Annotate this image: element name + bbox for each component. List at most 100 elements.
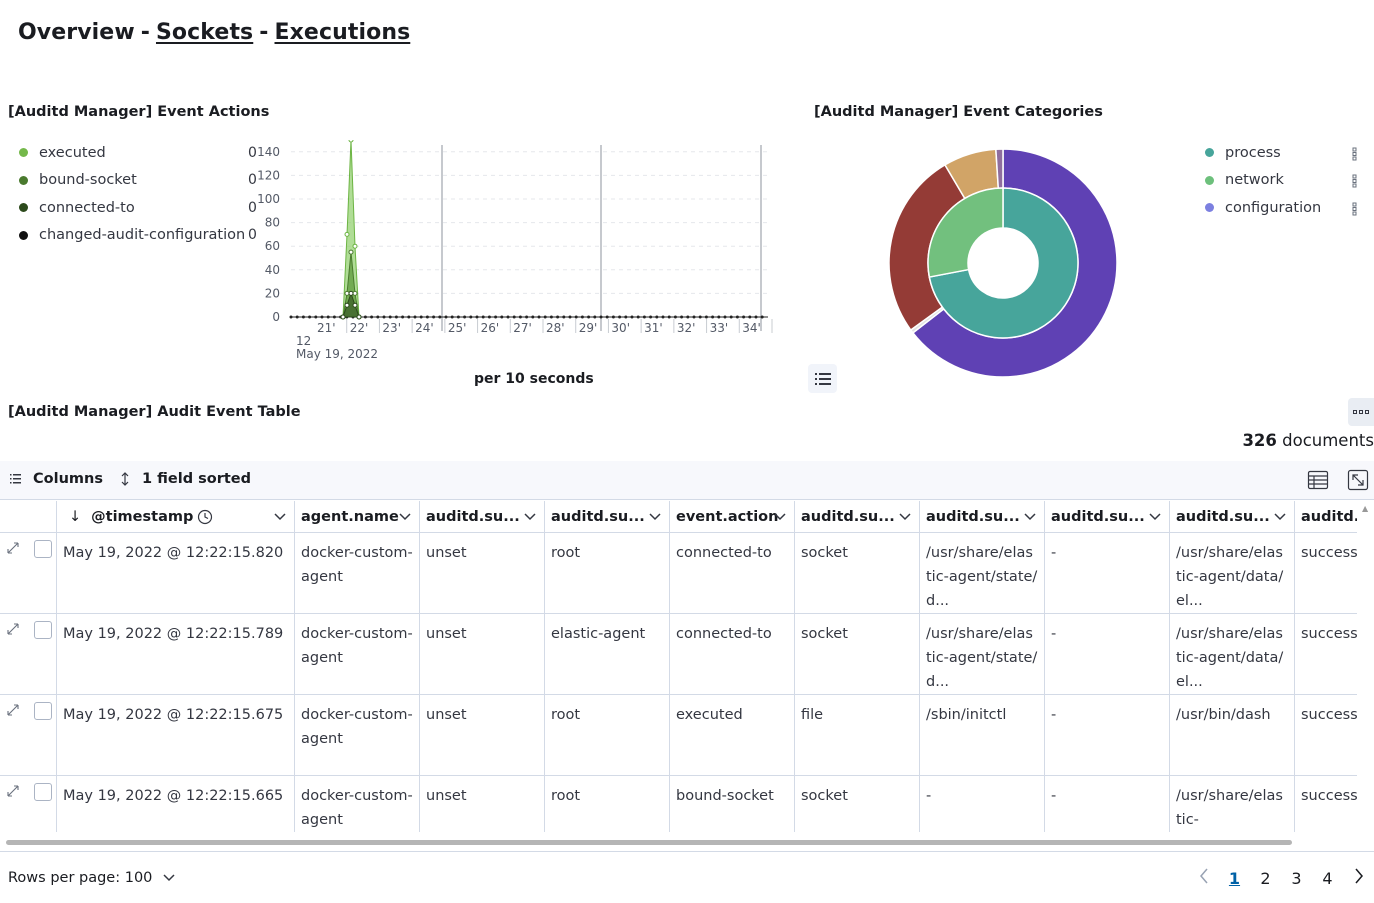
table-cell[interactable]: root bbox=[545, 533, 670, 613]
sort-button[interactable]: 1 field sorted bbox=[120, 471, 251, 487]
table-cell[interactable]: - bbox=[920, 776, 1045, 832]
columns-button[interactable]: Columns bbox=[10, 471, 103, 487]
table-cell[interactable]: - bbox=[1045, 533, 1170, 613]
table-cell[interactable]: May 19, 2022 @ 12:22:15.820 bbox=[57, 533, 295, 613]
table-cell[interactable]: /usr/share/elastic-agent/state/d... bbox=[920, 533, 1045, 613]
table-row[interactable]: May 19, 2022 @ 12:22:15.675 docker-custom… bbox=[0, 695, 1357, 776]
table-cell[interactable]: - bbox=[1045, 614, 1170, 694]
table-cell[interactable]: - bbox=[1045, 695, 1170, 775]
page-4-button[interactable]: 4 bbox=[1322, 868, 1333, 888]
column-header[interactable]: auditd.su... bbox=[920, 501, 1045, 532]
column-header[interactable]: ↓ @timestamp bbox=[57, 501, 295, 532]
page-3-button[interactable]: 3 bbox=[1291, 868, 1302, 888]
table-cell[interactable]: success bbox=[1295, 695, 1357, 775]
chevron-down-icon[interactable] bbox=[899, 513, 911, 521]
table-cell[interactable]: docker-custom-agent bbox=[295, 533, 420, 613]
horizontal-scrollbar[interactable] bbox=[6, 840, 1292, 845]
table-cell[interactable]: May 19, 2022 @ 12:22:15.675 bbox=[57, 695, 295, 775]
data-point bbox=[344, 302, 350, 308]
table-cell[interactable]: docker-custom-agent bbox=[295, 695, 420, 775]
table-cell[interactable]: /usr/share/elastic-agent/data/el... bbox=[1170, 533, 1295, 613]
table-cell[interactable]: success bbox=[1295, 533, 1357, 613]
table-cell[interactable]: docker-custom-agent bbox=[295, 776, 420, 832]
table-cell[interactable]: connected-to bbox=[670, 614, 795, 694]
table-cell[interactable]: file bbox=[795, 695, 920, 775]
table-row[interactable]: May 19, 2022 @ 12:22:15.789 docker-custom… bbox=[0, 614, 1357, 695]
table-cell[interactable]: connected-to bbox=[670, 533, 795, 613]
chevron-down-icon[interactable] bbox=[1024, 513, 1036, 521]
expand-row-icon[interactable] bbox=[6, 622, 20, 636]
row-select-checkbox[interactable] bbox=[34, 621, 52, 639]
next-page-icon[interactable] bbox=[1343, 868, 1374, 888]
panel-options-button[interactable] bbox=[1348, 398, 1374, 426]
y-tick-label: 0 bbox=[272, 310, 280, 324]
chevron-down-icon[interactable] bbox=[1274, 513, 1286, 521]
chevron-down-icon[interactable] bbox=[524, 513, 536, 521]
chevron-down-icon[interactable] bbox=[1149, 513, 1161, 521]
column-header[interactable]: auditd.su... bbox=[1170, 501, 1295, 532]
table-cell[interactable]: socket bbox=[795, 614, 920, 694]
legend-item-executed[interactable]: executed 0 bbox=[18, 139, 268, 167]
column-header[interactable]: auditd.su... bbox=[795, 501, 920, 532]
column-header[interactable]: event.action bbox=[670, 501, 795, 532]
expand-row-icon[interactable] bbox=[6, 541, 20, 555]
table-cell[interactable]: /usr/share/elastic-agent/state/d... bbox=[920, 614, 1045, 694]
table-row[interactable]: May 19, 2022 @ 12:22:15.665 docker-custom… bbox=[0, 776, 1357, 832]
rows-per-page-button[interactable]: Rows per page: 100 bbox=[8, 870, 175, 886]
legend-item-configuration[interactable]: configuration bbox=[1204, 194, 1374, 222]
breadcrumb-sockets-link[interactable]: Sockets bbox=[155, 20, 254, 45]
legend-toggle-button[interactable] bbox=[808, 364, 837, 393]
legend-item-bound-socket[interactable]: bound-socket 0 bbox=[18, 167, 268, 195]
column-header[interactable]: auditd.su... bbox=[545, 501, 670, 532]
previous-page-icon[interactable] bbox=[1188, 868, 1219, 888]
table-cell[interactable]: May 19, 2022 @ 12:22:15.789 bbox=[57, 614, 295, 694]
table-cell[interactable]: May 19, 2022 @ 12:22:15.665 bbox=[57, 776, 295, 832]
column-header[interactable]: auditd.su... bbox=[420, 501, 545, 532]
table-cell[interactable]: success bbox=[1295, 614, 1357, 694]
breadcrumb-executions-link[interactable]: Executions bbox=[274, 20, 411, 45]
legend-item-network[interactable]: network bbox=[1204, 167, 1374, 195]
column-header[interactable]: auditd.r bbox=[1295, 501, 1357, 532]
table-cell[interactable]: success bbox=[1295, 776, 1357, 832]
row-select-checkbox[interactable] bbox=[34, 702, 52, 720]
page-2-button[interactable]: 2 bbox=[1260, 868, 1271, 888]
row-select-checkbox[interactable] bbox=[34, 540, 52, 558]
column-header[interactable]: auditd.su... bbox=[1045, 501, 1170, 532]
row-select-checkbox[interactable] bbox=[34, 783, 52, 801]
table-cell[interactable]: root bbox=[545, 695, 670, 775]
chevron-down-icon[interactable] bbox=[649, 513, 661, 521]
table-cell[interactable]: socket bbox=[795, 776, 920, 832]
legend-item-process[interactable]: process bbox=[1204, 139, 1374, 167]
chevron-down-icon[interactable] bbox=[274, 513, 286, 521]
expand-row-icon[interactable] bbox=[6, 784, 20, 798]
table-cell[interactable]: - bbox=[1045, 776, 1170, 832]
table-cell[interactable]: /sbin/initctl bbox=[920, 695, 1045, 775]
pie-slice[interactable] bbox=[927, 187, 1004, 278]
table-cell[interactable]: docker-custom-agent bbox=[295, 614, 420, 694]
chevron-down-icon[interactable] bbox=[774, 513, 786, 521]
fullscreen-icon[interactable] bbox=[1347, 469, 1369, 491]
table-cell[interactable]: unset bbox=[420, 614, 545, 694]
legend-item-menu-icon[interactable] bbox=[1351, 146, 1359, 218]
legend-item-connected-to[interactable]: connected-to 0 bbox=[18, 194, 268, 222]
column-header[interactable]: agent.name bbox=[295, 501, 420, 532]
table-cell[interactable]: /usr/share/elastic- bbox=[1170, 776, 1295, 832]
table-cell[interactable]: /usr/bin/dash bbox=[1170, 695, 1295, 775]
scroll-up-icon[interactable]: ▲ bbox=[1362, 504, 1369, 513]
table-cell[interactable]: /usr/share/elastic-agent/data/el... bbox=[1170, 614, 1295, 694]
table-cell[interactable]: root bbox=[545, 776, 670, 832]
display-density-icon[interactable] bbox=[1307, 469, 1329, 491]
chevron-down-icon[interactable] bbox=[399, 513, 411, 521]
pie-slice[interactable] bbox=[928, 187, 1079, 339]
table-cell[interactable]: unset bbox=[420, 695, 545, 775]
page-1-button[interactable]: 1 bbox=[1228, 868, 1241, 888]
table-cell[interactable]: elastic-agent bbox=[545, 614, 670, 694]
table-cell[interactable]: unset bbox=[420, 533, 545, 613]
table-cell[interactable]: executed bbox=[670, 695, 795, 775]
table-row[interactable]: May 19, 2022 @ 12:22:15.820 docker-custom… bbox=[0, 533, 1357, 614]
table-cell[interactable]: bound-socket bbox=[670, 776, 795, 832]
expand-row-icon[interactable] bbox=[6, 703, 20, 717]
table-cell[interactable]: socket bbox=[795, 533, 920, 613]
table-cell[interactable]: unset bbox=[420, 776, 545, 832]
legend-item-changed-audit-configuration[interactable]: changed-audit-configuration 0 bbox=[18, 222, 268, 250]
